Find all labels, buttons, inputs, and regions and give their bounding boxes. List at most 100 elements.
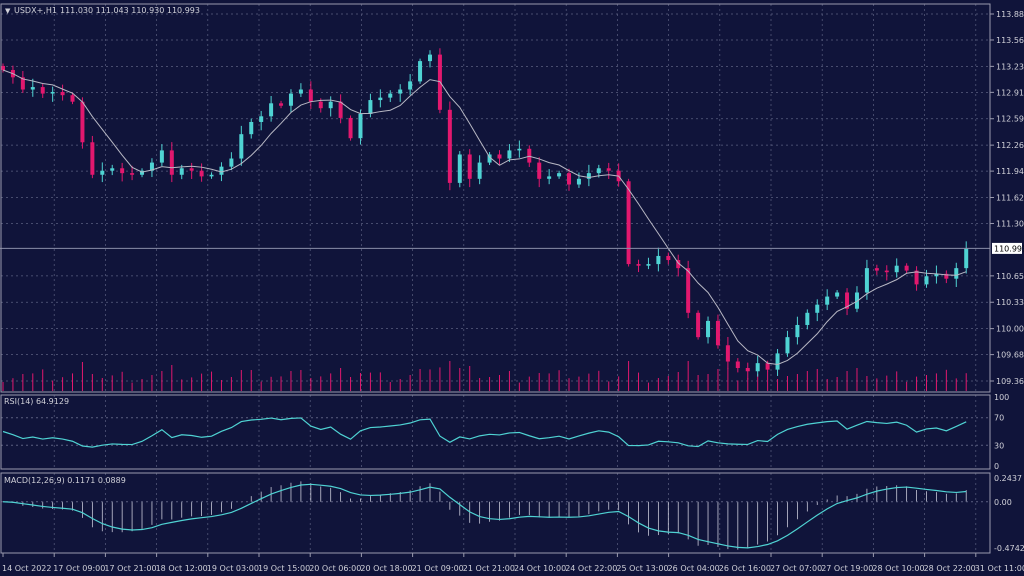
candle-bull [249,121,254,135]
candle-bear [279,103,284,106]
candle-bull [795,324,800,338]
candle-bull [50,91,55,94]
candle-bear [467,154,472,179]
candle-bull [259,116,264,122]
candle-bear [884,270,889,273]
time-tick-label: 27 Oct 19:00 [821,564,873,573]
candle-bear [696,312,701,338]
candle-bear [497,154,502,159]
time-tick-label: 19 Oct 03:00 [207,564,259,573]
time-tick-label: 14 Oct 2022 [2,564,51,573]
time-tick-label: 28 Oct 22:00 [924,564,976,573]
candle-bull [934,273,939,277]
candle-bear [130,173,135,175]
candle-bull [477,162,482,179]
candle-bear [944,273,949,279]
price-tick-label: 113.560 [996,36,1024,45]
candle-bear [338,101,343,118]
price-tick-label: 109.685 [996,351,1024,360]
candle-bull [388,93,393,98]
candle-bull [358,113,363,139]
time-tick-label: 31 Oct 11:00 [975,564,1024,573]
price-axis: 113.880 113.560 113.235 112.915 112.590 112.2… [990,10,1024,553]
candle-bear [567,173,572,185]
candle-bull [854,292,859,309]
candle-bear [20,77,25,90]
price-tick-label: 113.235 [996,62,1024,71]
candle-bull [408,81,413,90]
candle-bear [666,255,671,261]
candle-bull [209,174,214,177]
price-tick-label: 111.620 [996,194,1024,203]
candle-bull [835,292,840,297]
candle-bull [269,103,274,117]
rsi-line [2,417,967,448]
candle-bear [90,142,95,175]
candle-bull [378,97,383,101]
candle-bull [30,87,35,90]
macd-tick-label: -0.4742 [994,544,1024,553]
time-tick-label: 24 Oct 10:00 [514,564,566,573]
candle-bull [239,134,244,159]
candle-bull [487,154,492,163]
time-tick-label: 28 Oct 10:00 [872,564,924,573]
candle-bear [626,181,631,265]
candle-bear [60,91,65,96]
collapse-triangle-icon[interactable]: ▼ [5,7,11,15]
candle-bull [646,264,651,266]
candles [1,48,969,380]
time-axis: 14 Oct 2022 17 Oct 09:00 17 Oct 21:00 18 Oc… [2,553,1024,573]
candle-bull [924,276,929,285]
price-tick-label: 110.655 [996,272,1024,281]
macd-tick-label: 0.2437 [994,474,1022,483]
symbol-label: USDX+,H1 [14,6,57,15]
ohlc-values: 111.030 111.043 110.930 110.993 [60,6,200,15]
candle-bear [914,270,919,285]
candle-bull [457,154,462,183]
candle-bull [517,148,522,151]
candle-bear [537,162,542,179]
moving-average-line [2,69,967,366]
time-tick-label: 19 Oct 15:00 [258,564,310,573]
candle-bear [1,65,5,71]
rsi-tick-label: 0 [994,462,999,471]
macd-title: MACD(12,26,9) 0.1171 0.0889 [4,476,126,485]
candle-bear [606,168,611,171]
candle-bull [507,150,512,159]
candle-bear [904,265,909,271]
candle-bull [805,312,810,325]
candle-bear [845,292,850,309]
price-tick-label: 111.945 [996,167,1024,176]
candle-bull [159,150,164,163]
candle-bear [80,101,85,143]
candle-bull [149,162,154,171]
candle-bear [765,363,770,370]
price-tick-label: 112.265 [996,141,1024,150]
grid [1,4,990,553]
candle-bear [308,89,313,102]
candle-bear [70,95,75,102]
candle-bull [398,89,403,94]
candle-bull [288,93,293,106]
candle-bull [547,176,552,179]
candle-bull [785,337,790,354]
time-tick-label: 26 Oct 16:00 [719,564,771,573]
rsi-panel [1,417,990,448]
candle-bear [715,320,720,346]
candle-bull [954,268,959,279]
candle-bear [874,268,879,271]
candle-bull [576,178,581,185]
candle-bull [656,255,661,265]
rsi-panel-frame [0,394,991,470]
candle-bear [636,264,641,266]
candle-bull [775,353,780,370]
candle-bull [219,166,224,175]
candle-bear [735,361,740,369]
candle-bear [447,109,452,183]
time-tick-label: 17 Oct 21:00 [104,564,156,573]
rsi-tick-label: 30 [994,441,1004,450]
time-tick-label: 26 Oct 04:00 [668,564,720,573]
candle-bear [527,148,532,163]
rsi-tick-label: 100 [994,393,1009,402]
